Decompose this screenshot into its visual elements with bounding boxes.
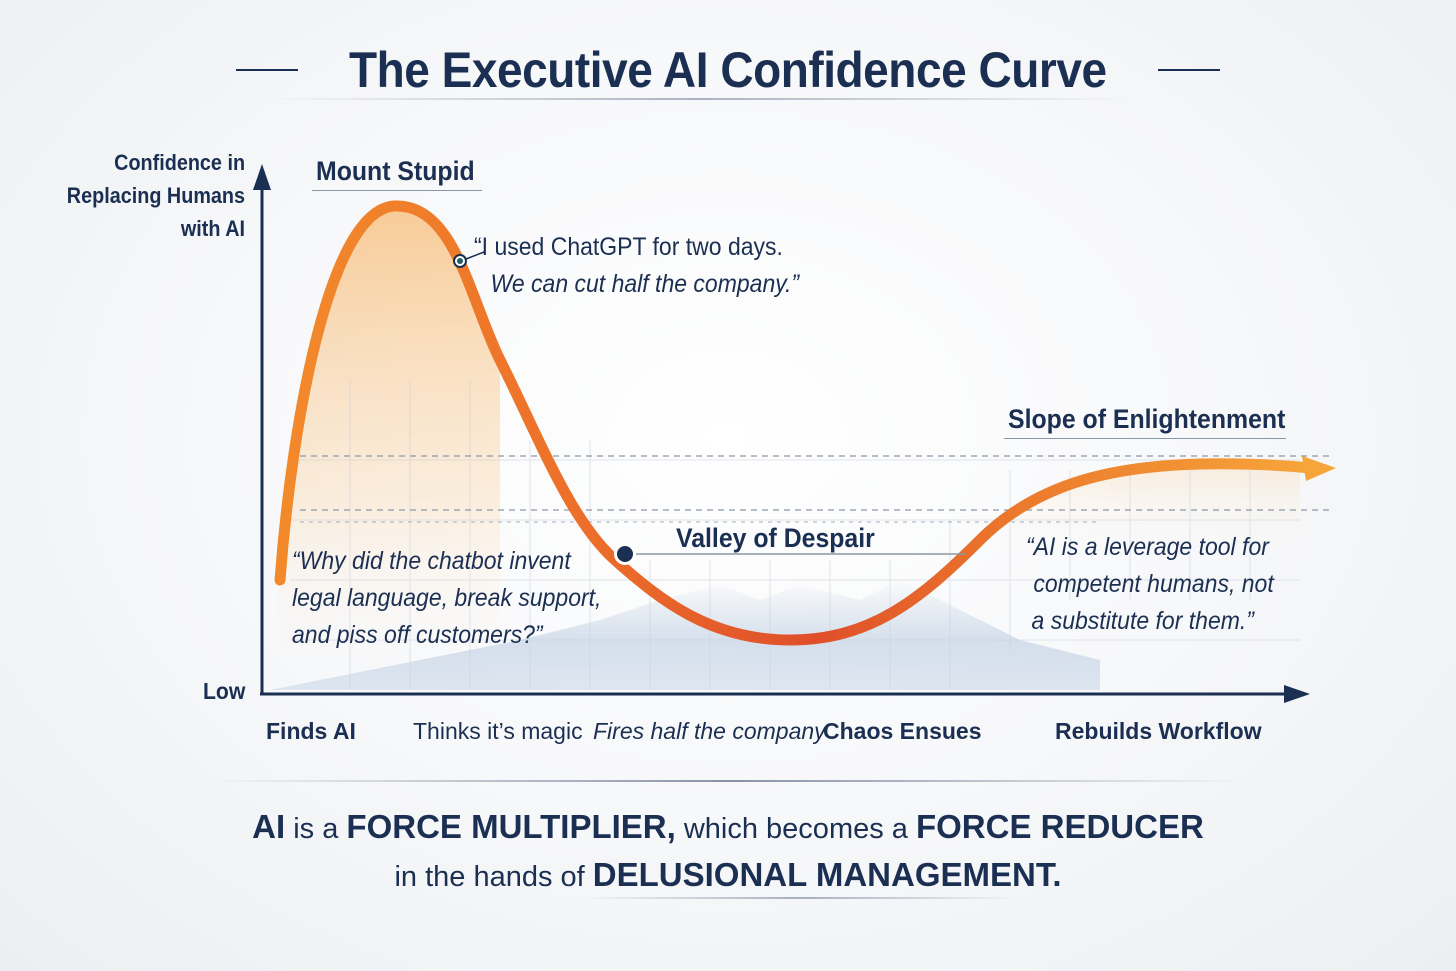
footer-divider	[210, 780, 1250, 782]
quote-mount-stupid-line-2: We can cut half the company.”	[490, 270, 800, 298]
y-axis-label-line-1: Confidence in	[114, 150, 245, 175]
quote-slope-line-3: a substitute for them.”	[1031, 607, 1254, 635]
peak-quote-marker	[453, 251, 485, 268]
region-label-valley-of-despair: Valley of Despair	[676, 523, 875, 553]
slope-of-enlightenment-underline	[1004, 438, 1286, 439]
x-stage-fires-half-the-company: Fires half the company	[593, 718, 826, 744]
quote-slope-line-2: competent humans, not	[1033, 570, 1274, 598]
footer-ai: AI	[252, 808, 286, 845]
quote-chaos: “Why did the chatbot invent legal langua…	[292, 543, 601, 654]
x-stage-chaos-ensues: Chaos Ensues	[823, 718, 982, 744]
title-bar: The Executive AI Confidence Curve	[0, 30, 1456, 110]
peak-area-fill	[278, 204, 500, 690]
title-underline	[270, 98, 1130, 100]
quote-mount-stupid-line-1: “I used ChatGPT for two days.	[474, 233, 783, 261]
region-label-mount-stupid: Mount Stupid	[316, 156, 475, 186]
page-title: The Executive AI Confidence Curve	[349, 42, 1107, 98]
y-axis-label-line-3: with AI	[180, 216, 245, 241]
title-right-rule	[1157, 69, 1220, 71]
quote-slope-line-1: “AI is a leverage tool for	[1026, 533, 1269, 561]
region-label-slope-of-enlightenment: Slope of Enlightenment	[1008, 404, 1286, 434]
quote-mount-stupid: “I used ChatGPT for two days. We can cut…	[474, 229, 799, 303]
footer-force-reducer: FORCE REDUCER	[915, 808, 1204, 845]
y-axis-label: Confidence in Replacing Humans with AI	[67, 146, 245, 245]
footer-delusional-management: DELUSIONAL MANAGEMENT.	[592, 856, 1062, 893]
y-axis-low-label: Low	[203, 678, 246, 704]
valley-marker	[614, 543, 965, 565]
footer-tagline-line-1: AI is a FORCE MULTIPLIER, which becomes …	[0, 808, 1456, 846]
y-axis-label-line-2: Replacing Humans	[66, 183, 245, 208]
curve-arrowhead	[1302, 456, 1336, 481]
slope-area-fill	[1000, 466, 1300, 560]
footer-is-a: is a	[285, 813, 347, 845]
x-stage-rebuilds-workflow: Rebuilds Workflow	[1055, 718, 1262, 744]
footer-force-multiplier: FORCE MULTIPLIER,	[346, 808, 676, 845]
title-left-rule	[236, 69, 299, 71]
mount-stupid-underline	[312, 190, 482, 191]
x-stage-thinks-its-magic: Thinks it’s magic	[413, 718, 583, 744]
quote-chaos-line-3: and piss off customers?”	[292, 621, 543, 649]
quote-chaos-line-2: legal language, break support,	[292, 584, 602, 612]
quote-slope: “AI is a leverage tool for competent hum…	[1026, 529, 1274, 640]
quote-chaos-line-1: “Why did the chatbot invent	[292, 547, 571, 575]
footer-in-the-hands-of: in the hands of	[394, 861, 593, 893]
footer-which-becomes-a: which becomes a	[675, 813, 916, 845]
footer-tagline-line-2: in the hands of DELUSIONAL MANAGEMENT.	[0, 856, 1456, 894]
x-axis-arrowhead	[1284, 685, 1310, 703]
background-grid	[290, 380, 1300, 690]
y-axis-arrowhead	[253, 164, 271, 190]
x-stage-finds-ai: Finds AI	[266, 718, 356, 744]
confidence-curve-line	[274, 200, 1316, 646]
footer-underline	[580, 897, 1020, 899]
